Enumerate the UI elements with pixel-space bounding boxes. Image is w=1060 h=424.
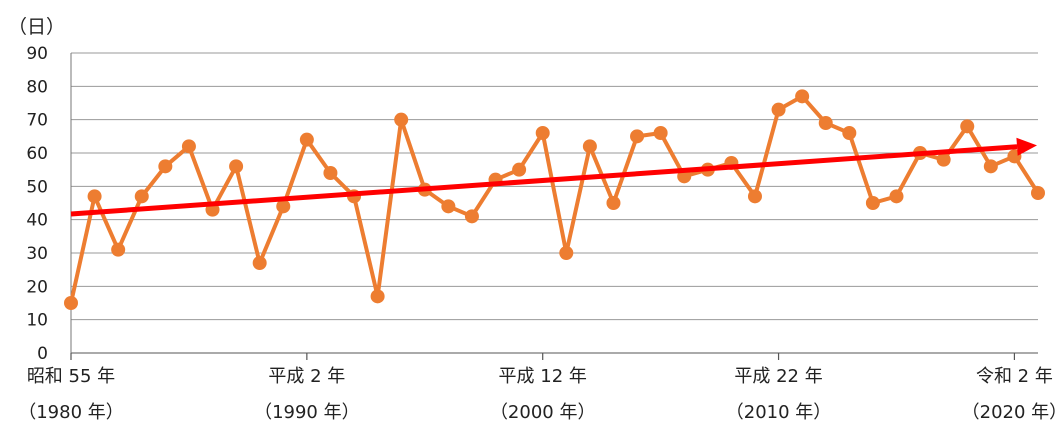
y-tick-label: 60 (26, 144, 48, 164)
trend-arrowhead (1016, 137, 1037, 156)
data-point (394, 112, 409, 127)
data-point (441, 199, 456, 214)
x-tick-label-year: （2000 年） (490, 402, 596, 423)
trend-arrow (70, 137, 1037, 217)
data-point (512, 162, 527, 177)
x-tick-label-era: 平成 2 年 (268, 366, 345, 387)
y-tick-label: 10 (26, 311, 48, 331)
data-point (323, 166, 338, 180)
data-point (960, 119, 975, 134)
x-tick-label-era: 令和 2 年 (976, 366, 1053, 387)
y-tick-label: 90 (26, 44, 48, 64)
y-tick-label: 20 (26, 277, 48, 297)
x-tick-label-year: （1980 年） (18, 402, 124, 423)
data-point (111, 242, 126, 257)
x-tick-label-year: （2020 年） (962, 402, 1060, 423)
y-tick-label: 50 (26, 177, 48, 197)
data-point (936, 152, 951, 167)
x-tick-label-year: （2010 年） (726, 402, 832, 423)
data-point (582, 139, 597, 154)
data-point (818, 116, 833, 130)
data-point (252, 256, 267, 270)
x-tick-label-year: （1990 年） (254, 402, 360, 423)
data-point (630, 129, 645, 144)
data-point (842, 126, 857, 140)
data-point (87, 189, 102, 204)
data-point (464, 209, 479, 224)
data-point (1031, 186, 1045, 200)
y-tick-label: 0 (37, 344, 48, 364)
data-point (64, 296, 78, 310)
data-point (158, 159, 173, 174)
y-tick-label: 30 (26, 244, 48, 264)
x-tick-label-era: 平成 22 年 (734, 366, 822, 387)
data-point (134, 189, 149, 204)
data-point (370, 289, 385, 304)
trend-line (70, 144, 1018, 217)
x-tick-label-era: 昭和 55 年 (27, 366, 115, 387)
data-point (889, 189, 904, 204)
data-point (653, 126, 668, 140)
y-tick-labels: 0 10 20 30 40 50 60 70 80 90 (26, 44, 48, 364)
data-point (276, 199, 291, 214)
y-unit-label: （日） (8, 16, 65, 38)
data-point (559, 246, 574, 260)
data-point (229, 159, 244, 174)
x-tick-label-era: 平成 12 年 (499, 366, 587, 387)
x-tick-labels: 昭和 55 年 （1980 年） 平成 2 年 （1990 年） 平成 12 年 （200… (18, 353, 1060, 423)
data-point (181, 139, 196, 154)
series (64, 89, 1045, 310)
data-point (606, 196, 621, 210)
data-point (535, 126, 550, 140)
data-point (865, 196, 880, 210)
data-point (983, 159, 998, 174)
y-tick-label: 40 (26, 211, 48, 231)
y-tick-label: 80 (26, 77, 48, 97)
data-point (299, 132, 314, 147)
data-point (795, 89, 810, 104)
y-tick-label: 70 (26, 111, 48, 131)
data-point (771, 102, 786, 117)
data-point (747, 189, 762, 204)
